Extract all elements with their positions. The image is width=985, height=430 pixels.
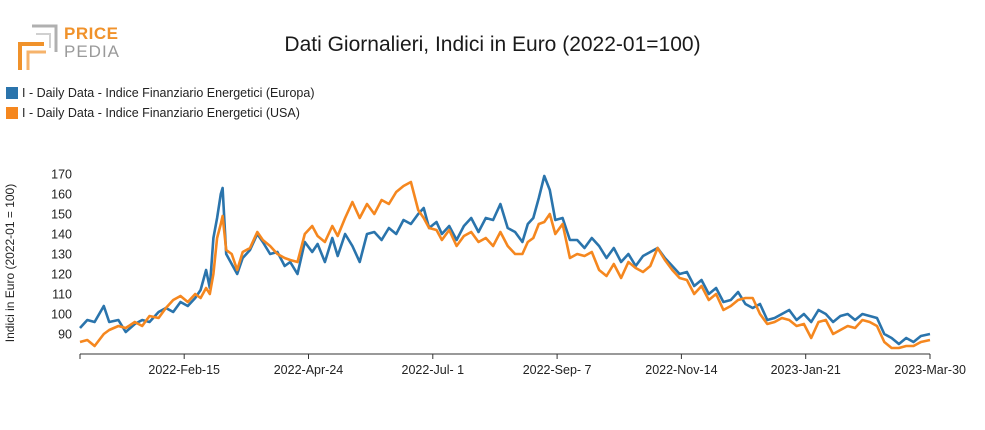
y-axis-title: Indici in Euro (2022-01 = 100) bbox=[3, 184, 17, 342]
x-axis: 2022-Feb-15 2022-Apr-24 2022-Jul- 1 2022-Se… bbox=[79, 353, 966, 377]
y-tick-label: 140 bbox=[51, 228, 72, 242]
y-tick-label: 160 bbox=[51, 188, 72, 202]
legend-swatch-usa bbox=[6, 107, 18, 119]
chart-title: Dati Giornalieri, Indici in Euro (2022-0… bbox=[284, 33, 701, 56]
y-tick-label: 110 bbox=[52, 288, 72, 302]
legend-item-europa[interactable]: I - Daily Data - Indice Finanziario Ener… bbox=[6, 83, 314, 103]
x-tick-label: 2022-Nov-14 bbox=[645, 363, 717, 377]
y-tick-label: 170 bbox=[51, 168, 72, 182]
x-tick-label: 2022-Apr-24 bbox=[274, 363, 344, 377]
legend-label-usa: I - Daily Data - Indice Finanziario Ener… bbox=[22, 106, 300, 120]
series-line-usa[interactable] bbox=[79, 180, 931, 350]
y-tick-label: 150 bbox=[51, 208, 72, 222]
y-tick-label: 120 bbox=[51, 268, 72, 282]
y-axis: 90 100 110 120 130 140 150 160 170 bbox=[51, 168, 72, 342]
logo-text-top: PRICE bbox=[64, 24, 119, 43]
legend-label-europa: I - Daily Data - Indice Finanziario Ener… bbox=[22, 86, 315, 100]
legend-swatch-europa bbox=[6, 87, 18, 99]
x-tick-label: 2023-Mar-30 bbox=[894, 363, 966, 377]
chart-legend: I - Daily Data - Indice Finanziario Ener… bbox=[6, 83, 314, 123]
x-tick-label: 2022-Feb-15 bbox=[148, 363, 220, 377]
series-layer bbox=[79, 174, 931, 350]
legend-item-usa[interactable]: I - Daily Data - Indice Finanziario Ener… bbox=[6, 103, 314, 123]
logo-mark-icon bbox=[18, 24, 58, 70]
x-tick-label: 2023-Jan-21 bbox=[771, 363, 841, 377]
logo-text-bottom: PEDIA bbox=[64, 42, 121, 61]
x-tick-label: 2022-Jul- 1 bbox=[402, 363, 465, 377]
x-tick-label: 2022-Sep- 7 bbox=[523, 363, 592, 377]
y-tick-label: 130 bbox=[51, 248, 72, 262]
y-tick-label: 100 bbox=[51, 308, 72, 322]
pricepedia-logo: PRICE PEDIA bbox=[18, 22, 128, 72]
series-line-europa[interactable] bbox=[79, 174, 931, 346]
y-tick-label: 90 bbox=[58, 328, 72, 342]
